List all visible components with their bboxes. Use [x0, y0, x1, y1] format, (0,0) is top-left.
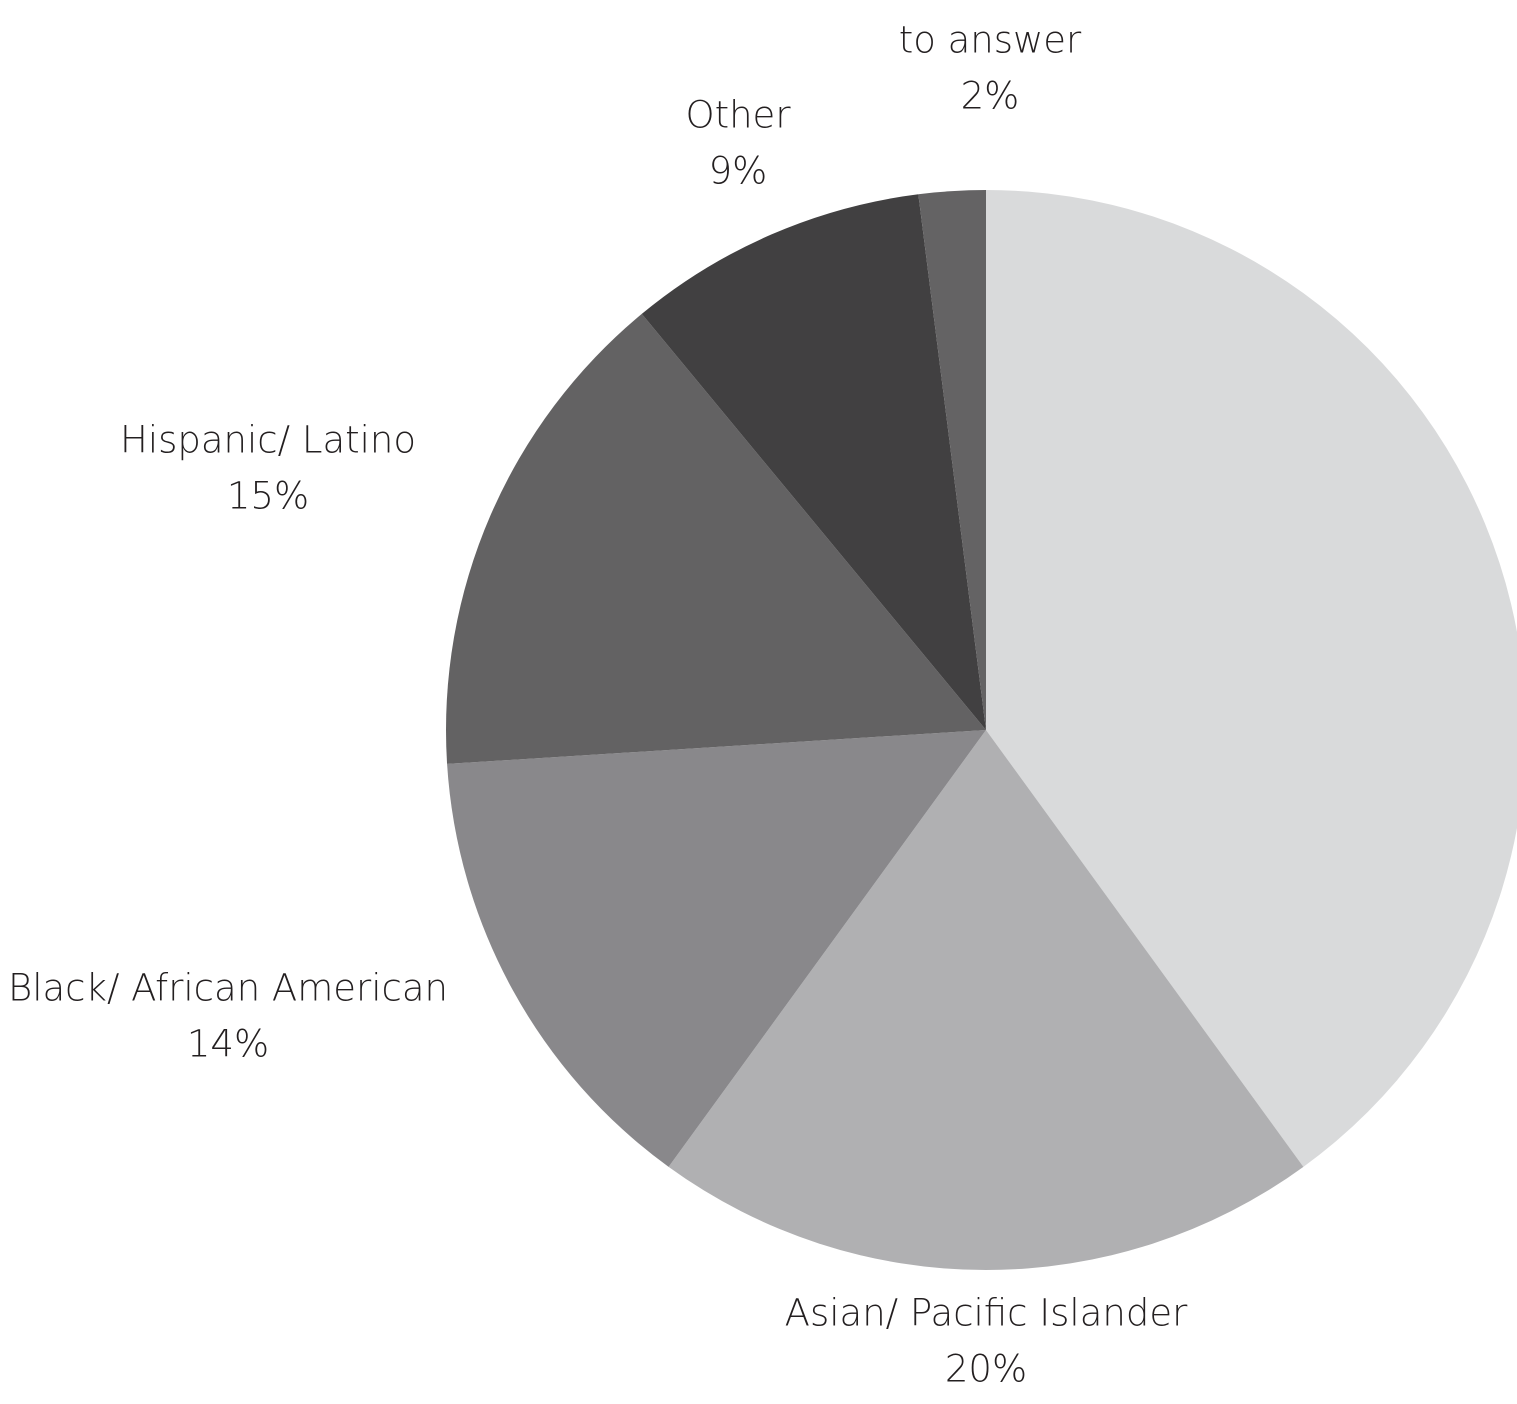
pie-slice-hispanic-latino — [446, 313, 987, 764]
slice-name-label: Asian/ Pacific Islander — [785, 1292, 1188, 1335]
slice-name-label: Black/ African American — [8, 967, 448, 1010]
slice-label-prefer-not-to-answer: Prefer not to answer 2% — [899, 0, 1082, 118]
slice-name-label: Other — [685, 94, 791, 137]
slice-percent-label: 14% — [187, 1023, 269, 1066]
slice-label-black-african-american: Black/ African American 14% — [8, 967, 448, 1066]
pie-labels: Asian/ Pacific Islander 20% Black/ African… — [8, 0, 1188, 1391]
slice-percent-label: 9% — [709, 150, 768, 193]
slice-label-hispanic-latino: Hispanic/ Latino 15% — [120, 419, 416, 518]
slice-name-label: Prefer not — [899, 0, 1081, 6]
pie-slice-unlabeled — [986, 190, 1517, 1167]
pie-slice-asian-pacific-islander — [668, 730, 1304, 1270]
slice-percent-label: 2% — [961, 75, 1020, 118]
slice-percent-label: 20% — [945, 1348, 1027, 1391]
slice-label-asian-pacific-islander: Asian/ Pacific Islander 20% — [785, 1292, 1188, 1391]
pie-slice-prefer-not-to-answer — [918, 190, 986, 730]
slice-name-label: Hispanic/ Latino — [120, 419, 416, 462]
slice-percent-label: 15% — [227, 475, 309, 518]
slice-name-label: to answer — [899, 19, 1082, 62]
slice-label-other: Other 9% — [685, 94, 791, 193]
pie-slices — [446, 190, 1517, 1270]
pie-slice-other — [641, 194, 986, 730]
pie-slice-black-african-american — [447, 730, 986, 1167]
